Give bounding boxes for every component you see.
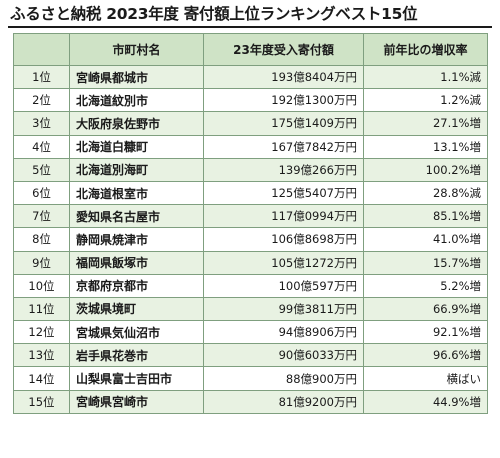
rank-cell: 7位 [13,204,70,229]
table-row: 8位 静岡県焼津市 106億8698万円 41.0%増 [13,227,488,252]
change-cell: 41.0%増 [363,227,488,252]
municipality-cell: 京都府京都市 [69,273,204,298]
change-cell: 28.8%減 [363,180,488,206]
amount-cell: 94億8906万円 [203,320,364,345]
municipality-cell: 茨城県境町 [69,296,204,322]
municipality-cell: 北海道根室市 [69,180,204,206]
table-row: 7位 愛知県名古屋市 117億0994万円 85.1%増 [13,204,488,229]
amount-cell: 193億8404万円 [203,64,364,90]
ranking-table: 市町村名 23年度受入寄付額 前年比の増収率 1位 宮崎県都城市 193億840… [13,33,488,414]
change-cell: 1.2%減 [363,88,488,113]
header-rank [13,33,70,66]
municipality-cell: 宮崎県都城市 [69,64,204,90]
table-row: 15位 宮崎県宮崎市 81億9200万円 44.9%増 [13,389,488,414]
header-change: 前年比の増収率 [363,33,488,66]
change-cell: 27.1%増 [363,111,488,136]
rank-cell: 4位 [13,134,70,159]
table-row: 1位 宮崎県都城市 193億8404万円 1.1%減 [13,64,488,90]
change-cell: 66.9%増 [363,296,488,322]
title-underline [8,26,492,28]
municipality-cell: 北海道白糠町 [69,134,204,159]
change-cell: 100.2%増 [363,157,488,182]
rank-cell: 5位 [13,157,70,182]
rank-cell: 3位 [13,111,70,136]
amount-cell: 167億7842万円 [203,134,364,159]
municipality-cell: 北海道別海町 [69,157,204,182]
page-title: ふるさと納税 2023年度 寄付額上位ランキングベスト15位 [10,5,418,23]
rank-cell: 10位 [13,273,70,298]
rank-cell: 12位 [13,320,70,345]
amount-cell: 88億900万円 [203,366,364,391]
rank-cell: 6位 [13,180,70,206]
change-cell: 5.2%増 [363,273,488,298]
change-cell: 1.1%減 [363,64,488,90]
municipality-cell: 岩手県花巻市 [69,343,204,368]
rank-cell: 1位 [13,64,70,90]
amount-cell: 192億1300万円 [203,88,364,113]
municipality-cell: 大阪府泉佐野市 [69,111,204,136]
municipality-cell: 宮城県気仙沼市 [69,320,204,345]
change-cell: 13.1%増 [363,134,488,159]
table-body: 1位 宮崎県都城市 193億8404万円 1.1%減 2位 北海道紋別市 192… [13,64,488,414]
rank-cell: 8位 [13,227,70,252]
table-row: 11位 茨城県境町 99億3811万円 66.9%増 [13,296,488,322]
table-row: 2位 北海道紋別市 192億1300万円 1.2%減 [13,88,488,113]
municipality-cell: 静岡県焼津市 [69,227,204,252]
rank-cell: 2位 [13,88,70,113]
rank-cell: 9位 [13,250,70,275]
rank-cell: 15位 [13,389,70,414]
rank-cell: 13位 [13,343,70,368]
amount-cell: 81億9200万円 [203,389,364,414]
table-row: 5位 北海道別海町 139億266万円 100.2%増 [13,157,488,182]
change-cell: 横ばい [363,366,488,391]
amount-cell: 125億5407万円 [203,180,364,206]
rank-cell: 11位 [13,296,70,322]
amount-cell: 106億8698万円 [203,227,364,252]
table-row: 13位 岩手県花巻市 90億6033万円 96.6%増 [13,343,488,368]
municipality-cell: 山梨県富士吉田市 [69,366,204,391]
rank-cell: 14位 [13,366,70,391]
change-cell: 85.1%増 [363,204,488,229]
table-row: 12位 宮城県気仙沼市 94億8906万円 92.1%増 [13,320,488,345]
municipality-cell: 福岡県飯塚市 [69,250,204,275]
amount-cell: 105億1272万円 [203,250,364,275]
amount-cell: 175億1409万円 [203,111,364,136]
change-cell: 44.9%増 [363,389,488,414]
change-cell: 15.7%増 [363,250,488,275]
change-cell: 96.6%増 [363,343,488,368]
municipality-cell: 宮崎県宮崎市 [69,389,204,414]
table-row: 14位 山梨県富士吉田市 88億900万円 横ばい [13,366,488,391]
amount-cell: 90億6033万円 [203,343,364,368]
table-row: 9位 福岡県飯塚市 105億1272万円 15.7%増 [13,250,488,275]
change-cell: 92.1%増 [363,320,488,345]
amount-cell: 117億0994万円 [203,204,364,229]
municipality-cell: 北海道紋別市 [69,88,204,113]
table-row: 6位 北海道根室市 125億5407万円 28.8%減 [13,180,488,206]
amount-cell: 99億3811万円 [203,296,364,322]
amount-cell: 100億597万円 [203,273,364,298]
amount-cell: 139億266万円 [203,157,364,182]
header-municipality: 市町村名 [69,33,204,66]
table-header-row: 市町村名 23年度受入寄付額 前年比の増収率 [13,33,488,66]
header-amount: 23年度受入寄付額 [203,33,364,66]
municipality-cell: 愛知県名古屋市 [69,204,204,229]
table-row: 3位 大阪府泉佐野市 175億1409万円 27.1%増 [13,111,488,136]
table-row: 10位 京都府京都市 100億597万円 5.2%増 [13,273,488,298]
table-row: 4位 北海道白糠町 167億7842万円 13.1%増 [13,134,488,159]
